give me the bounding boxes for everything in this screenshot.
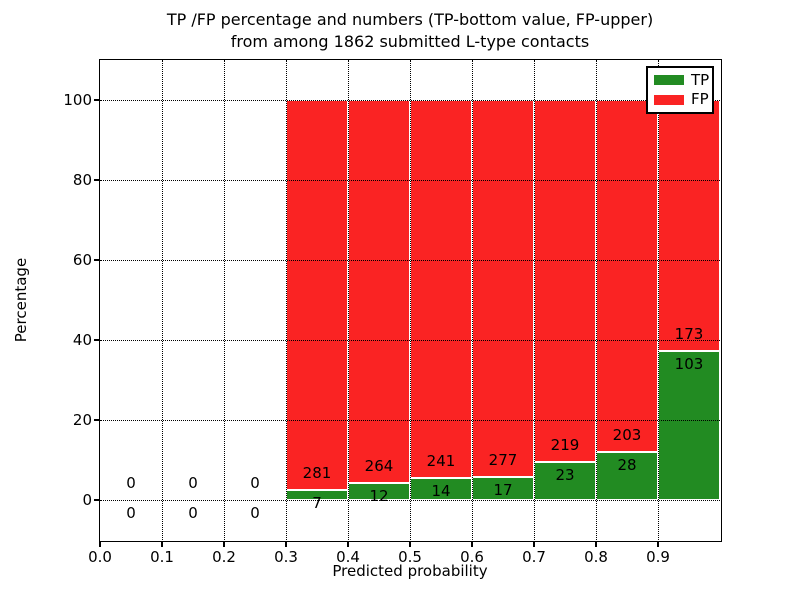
y-gridline	[100, 179, 720, 181]
legend-label-tp: TP	[691, 70, 710, 89]
y-gridline	[100, 259, 720, 261]
bar-label-fp: 264	[364, 456, 394, 475]
x-tick	[347, 541, 349, 547]
y-tick	[93, 179, 99, 181]
y-tick-label: 60	[72, 251, 92, 269]
x-tick	[533, 541, 535, 547]
x-gridline	[347, 60, 349, 540]
bar-label-tp: 12	[369, 486, 389, 505]
x-tick-label: 0.3	[274, 548, 298, 566]
x-gridline	[223, 60, 225, 540]
bar-label-tp: 23	[555, 465, 575, 484]
bar-segment-fp	[410, 100, 472, 479]
bar-segment-fp	[534, 100, 596, 462]
x-gridline	[657, 60, 659, 540]
x-tick	[285, 541, 287, 547]
bar-segment-fp	[596, 100, 658, 452]
x-tick	[223, 541, 225, 547]
bar-label-fp: 0	[250, 474, 260, 492]
y-tick-label: 80	[72, 171, 92, 189]
bar-segment-fp	[472, 100, 534, 477]
x-tick-label: 0.1	[150, 548, 174, 566]
bar-label-fp: 173	[674, 324, 704, 343]
legend-patch-fp	[654, 94, 684, 105]
y-gridline	[100, 419, 720, 421]
x-tick-label: 0.2	[212, 548, 236, 566]
y-tick-label: 0	[82, 491, 92, 509]
bar-label-fp: 0	[188, 474, 198, 492]
plot-frame	[98, 58, 722, 542]
bar-label-tp: 103	[674, 354, 704, 373]
y-tick-label: 20	[72, 411, 92, 429]
x-tick	[99, 541, 101, 547]
bar-segment-fp	[658, 100, 720, 351]
bar-label-fp: 281	[302, 464, 332, 483]
bar-label-tp: 17	[493, 480, 513, 499]
x-tick	[595, 541, 597, 547]
y-gridline	[100, 339, 720, 341]
y-tick	[93, 499, 99, 501]
y-gridline	[100, 499, 720, 501]
bar-label-tp: 28	[617, 455, 637, 474]
bar-label-fp: 241	[426, 452, 456, 471]
bar-label-fp: 219	[550, 435, 580, 454]
x-tick	[657, 541, 659, 547]
legend-entry: TP	[654, 70, 712, 89]
bar-label-fp: 277	[488, 450, 518, 469]
y-tick-label: 100	[63, 91, 92, 109]
chart-title-line-1: TP /FP percentage and numbers (TP-bottom…	[166, 10, 654, 29]
bar-label-fp: 0	[126, 474, 136, 492]
x-tick-label: 0.8	[584, 548, 608, 566]
x-tick	[471, 541, 473, 547]
x-tick-label: 0.5	[398, 548, 422, 566]
bar-label-tp: 0	[126, 504, 136, 522]
bar-segment-tp	[596, 451, 658, 500]
bar-label-tp: 7	[312, 494, 322, 513]
x-tick-label: 0.6	[460, 548, 484, 566]
bar-label-fp: 203	[612, 425, 642, 444]
bar-label-tp: 0	[188, 504, 198, 522]
x-axis-label: Predicted probability	[332, 562, 488, 580]
legend: TP FP	[646, 66, 714, 114]
bar-label-tp: 14	[431, 482, 451, 501]
legend-label-fp: FP	[691, 90, 709, 109]
x-gridline	[409, 60, 411, 540]
y-gridline	[100, 99, 720, 101]
x-tick-label: 0.9	[646, 548, 670, 566]
x-tick-label: 0.0	[88, 548, 112, 566]
x-tick-label: 0.7	[522, 548, 546, 566]
x-gridline	[471, 60, 473, 540]
y-tick	[93, 99, 99, 101]
bar-segment-tp	[534, 461, 596, 500]
x-gridline	[533, 60, 535, 540]
chart-title-line-2: from among 1862 submitted L-type contact…	[230, 32, 590, 51]
bar-segment-tp	[658, 350, 720, 500]
y-tick-label: 40	[72, 331, 92, 349]
y-tick	[93, 419, 99, 421]
x-tick	[161, 541, 163, 547]
x-gridline	[285, 60, 287, 540]
x-gridline	[595, 60, 597, 540]
chart-title: TP /FP percentage and numbers (TP-bottom…	[100, 9, 720, 53]
y-axis-label: Percentage	[12, 257, 30, 343]
x-gridline	[161, 60, 163, 540]
legend-patch-tp	[654, 75, 684, 86]
x-tick-label: 0.4	[336, 548, 360, 566]
x-tick	[409, 541, 411, 547]
y-tick	[93, 259, 99, 261]
bar-label-tp: 0	[250, 504, 260, 522]
legend-entry: FP	[654, 92, 712, 107]
y-tick	[93, 339, 99, 341]
